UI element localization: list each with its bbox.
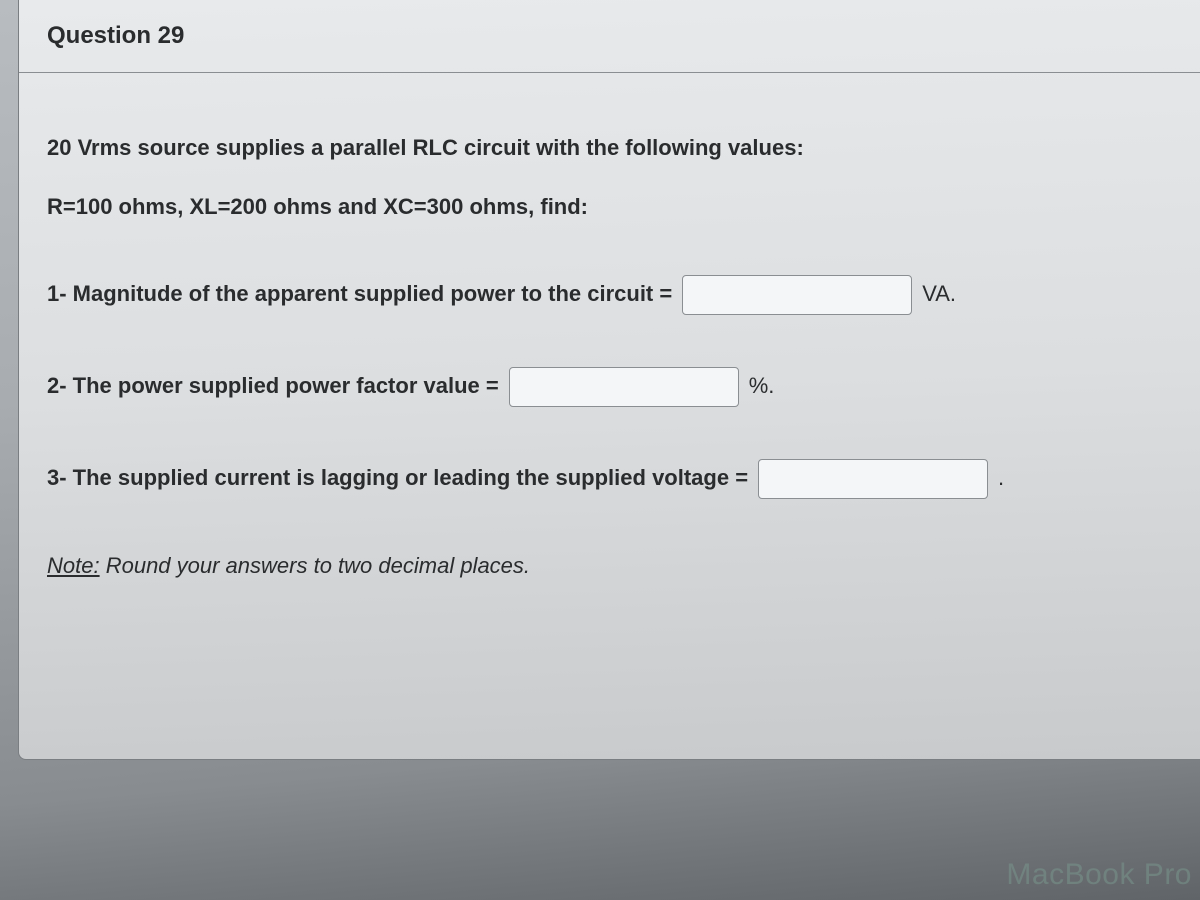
question-header: Question 29 (19, 0, 1200, 73)
question-body: 20 Vrms source supplies a parallel RLC c… (19, 73, 1200, 621)
question-card: Question 29 20 Vrms source supplies a pa… (18, 0, 1200, 760)
note-row: Note: Round your answers to two decimal … (47, 551, 1172, 582)
note-text: Round your answers to two decimal places… (100, 553, 530, 578)
note-label: Note: (47, 553, 100, 578)
question-1-row: 1- Magnitude of the apparent supplied po… (47, 275, 1172, 315)
watermark-text: MacBook Pro (1006, 858, 1192, 892)
q2-input[interactable] (509, 367, 739, 407)
q2-unit: %. (749, 371, 775, 402)
intro-line-1: 20 Vrms source supplies a parallel RLC c… (47, 133, 1172, 164)
intro-line-2: R=100 ohms, XL=200 ohms and XC=300 ohms,… (47, 192, 1172, 223)
q2-label: 2- The power supplied power factor value… (47, 371, 499, 402)
q1-unit: VA. (922, 279, 956, 310)
question-3-row: 3- The supplied current is lagging or le… (47, 459, 1172, 499)
q1-label: 1- Magnitude of the apparent supplied po… (47, 279, 672, 310)
question-title: Question 29 (47, 22, 1172, 50)
question-2-row: 2- The power supplied power factor value… (47, 367, 1172, 407)
q1-input[interactable] (682, 275, 912, 315)
q3-unit: . (998, 463, 1004, 494)
q3-input[interactable] (758, 459, 988, 499)
q3-label: 3- The supplied current is lagging or le… (47, 463, 748, 494)
